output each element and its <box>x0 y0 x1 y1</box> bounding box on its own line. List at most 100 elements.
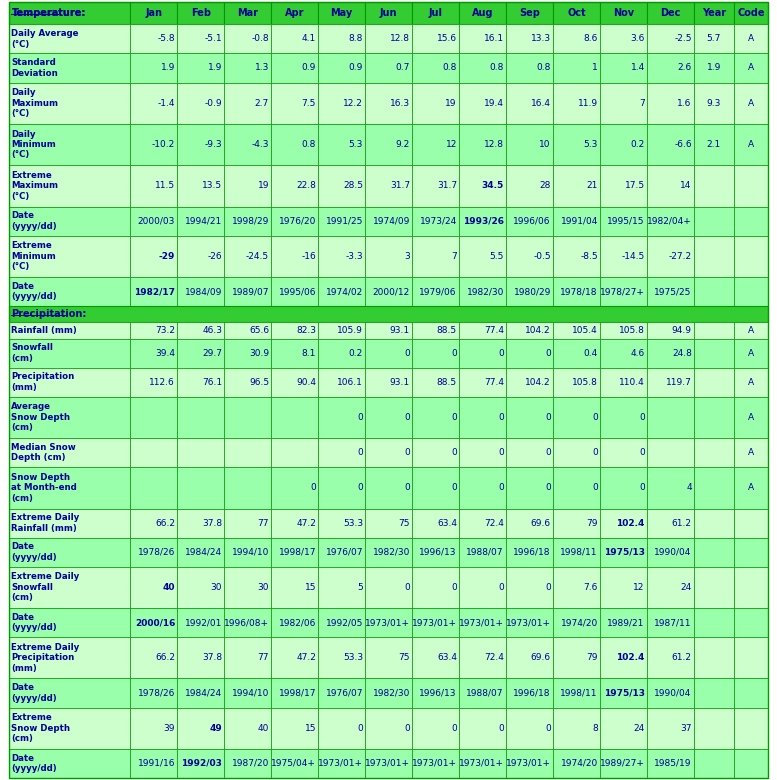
Text: 66.2: 66.2 <box>155 519 175 527</box>
Text: 16.1: 16.1 <box>484 34 504 44</box>
Text: 1992/01: 1992/01 <box>185 618 222 627</box>
Bar <box>177 124 224 165</box>
Bar <box>646 397 694 438</box>
Bar <box>506 509 553 537</box>
Text: 1982/30: 1982/30 <box>373 548 410 557</box>
Bar <box>553 509 600 537</box>
Text: Precipitation
(mm): Precipitation (mm) <box>12 373 75 392</box>
Bar <box>271 537 318 566</box>
Bar <box>553 397 600 438</box>
Text: 5: 5 <box>357 583 363 592</box>
Text: 0: 0 <box>545 413 551 422</box>
Text: 1988/07: 1988/07 <box>466 548 504 557</box>
Text: 30: 30 <box>211 583 222 592</box>
Text: 1978/26: 1978/26 <box>138 548 175 557</box>
Bar <box>271 83 318 124</box>
Bar <box>9 339 131 367</box>
Text: 39.4: 39.4 <box>155 349 175 357</box>
Text: -9.3: -9.3 <box>204 140 222 149</box>
Bar <box>318 438 365 467</box>
Bar <box>600 397 646 438</box>
Bar <box>318 54 365 83</box>
Bar <box>646 367 694 397</box>
Bar <box>694 537 734 566</box>
Text: 72.4: 72.4 <box>484 519 504 527</box>
Bar <box>131 124 177 165</box>
Text: -2.5: -2.5 <box>674 34 692 44</box>
Bar <box>177 637 224 679</box>
Text: 0: 0 <box>592 413 598 422</box>
Text: 1984/24: 1984/24 <box>185 689 222 697</box>
Text: 10: 10 <box>539 140 551 149</box>
Bar <box>459 2 506 24</box>
Bar <box>553 637 600 679</box>
Text: 1973/01+: 1973/01+ <box>459 759 504 768</box>
Text: 1996/18: 1996/18 <box>514 689 551 697</box>
Bar <box>9 509 131 537</box>
Bar <box>506 679 553 707</box>
Text: 1992/03: 1992/03 <box>181 759 222 768</box>
Bar <box>553 749 600 778</box>
Text: 0: 0 <box>639 484 645 492</box>
Bar <box>224 679 271 707</box>
Bar <box>600 679 646 707</box>
Text: 1982/04+: 1982/04+ <box>647 217 692 225</box>
Bar <box>318 679 365 707</box>
Bar <box>365 566 412 608</box>
Bar <box>506 277 553 306</box>
Text: 1975/04+: 1975/04+ <box>271 759 316 768</box>
Text: 1989/07: 1989/07 <box>232 287 269 296</box>
Bar <box>506 322 553 339</box>
Text: Date
(yyyy/dd): Date (yyyy/dd) <box>12 282 57 301</box>
Bar <box>365 438 412 467</box>
Bar <box>506 637 553 679</box>
Text: 1996/06: 1996/06 <box>514 217 551 225</box>
Bar <box>600 54 646 83</box>
Bar <box>131 236 177 277</box>
Bar <box>224 236 271 277</box>
Bar <box>734 339 768 367</box>
Bar <box>734 608 768 637</box>
Bar <box>459 165 506 207</box>
Bar <box>734 679 768 707</box>
Bar <box>459 339 506 367</box>
Bar <box>553 207 600 236</box>
Text: 1975/13: 1975/13 <box>604 548 645 557</box>
Text: 1995/15: 1995/15 <box>608 217 645 225</box>
Text: 69.6: 69.6 <box>531 519 551 527</box>
Text: 82.3: 82.3 <box>296 326 316 335</box>
Text: 1.9: 1.9 <box>207 63 222 73</box>
Bar <box>553 322 600 339</box>
Text: 0.9: 0.9 <box>301 63 316 73</box>
Bar <box>271 749 318 778</box>
Text: A: A <box>747 448 754 457</box>
Bar <box>600 236 646 277</box>
Bar <box>646 438 694 467</box>
Text: Median Snow
Depth (cm): Median Snow Depth (cm) <box>12 443 76 463</box>
Bar <box>131 509 177 537</box>
Text: 1974/09: 1974/09 <box>373 217 410 225</box>
Bar <box>553 277 600 306</box>
Text: 61.2: 61.2 <box>672 654 692 662</box>
Bar <box>177 509 224 537</box>
Bar <box>224 2 271 24</box>
Bar <box>224 83 271 124</box>
Bar <box>9 124 131 165</box>
Bar <box>412 679 459 707</box>
Bar <box>412 438 459 467</box>
Bar <box>553 438 600 467</box>
Text: Jun: Jun <box>380 8 397 18</box>
Bar <box>734 566 768 608</box>
Bar <box>224 165 271 207</box>
Text: Code: Code <box>737 8 765 18</box>
Bar <box>600 277 646 306</box>
Bar <box>271 2 318 24</box>
Bar <box>177 322 224 339</box>
Text: 8.1: 8.1 <box>301 349 316 357</box>
Text: 31.7: 31.7 <box>390 182 410 190</box>
Bar <box>365 467 412 509</box>
Text: 1996/13: 1996/13 <box>420 689 457 697</box>
Text: 63.4: 63.4 <box>437 519 457 527</box>
Bar <box>506 397 553 438</box>
Text: 77.4: 77.4 <box>484 378 504 387</box>
